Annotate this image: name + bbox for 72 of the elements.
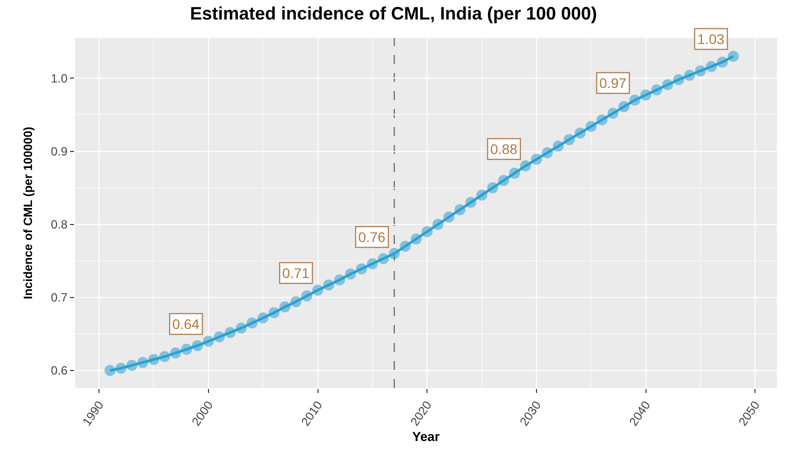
point [202,336,214,347]
y-axis-title: Incidence of CML (per 100000) [21,126,36,300]
point [443,212,454,223]
point [181,344,192,355]
point [312,284,324,296]
point [509,168,520,179]
point [323,279,334,290]
data-label: 0.76 [358,229,386,246]
y-tick-label: 0.7 [50,290,68,305]
point [673,74,684,86]
point [159,351,170,362]
point [564,134,575,146]
point [694,65,706,76]
point [258,312,269,324]
point [520,160,531,172]
point [651,84,662,96]
point [279,301,290,312]
point [345,268,356,280]
data-label: 0.71 [282,265,310,282]
point [356,263,367,274]
data-label: 1.03 [697,31,725,48]
point [301,290,312,302]
chart-title: Estimated incidence of CML, India (per 100 000) [190,3,598,24]
point [530,154,542,165]
point [454,204,466,216]
point [662,79,674,90]
data-label: 0.64 [172,316,200,332]
point [432,218,444,230]
point [596,114,608,126]
point [607,108,618,119]
point [465,196,476,208]
point [290,296,302,308]
point [574,127,586,138]
point [366,258,378,270]
point [487,182,498,194]
data-label: 0.88 [490,141,518,158]
point [236,322,247,334]
point [400,240,411,252]
point [170,347,182,358]
point [410,233,422,244]
point [684,70,696,81]
point [137,356,148,368]
point [629,94,640,106]
point [388,248,400,260]
x-axis-title: Year [412,429,440,444]
y-tick-label: 0.8 [50,218,68,232]
point [334,274,346,286]
point [104,364,116,376]
point [192,340,203,352]
point [498,174,510,186]
point [640,89,652,100]
point [224,326,236,338]
point [115,362,126,374]
point [706,61,717,72]
point [542,147,553,158]
point [148,354,160,365]
point [378,253,389,264]
point [422,226,433,238]
point [246,317,258,328]
point [214,331,225,342]
point [716,56,728,68]
y-tick-label: 0.6 [50,364,68,378]
data-label: 0.97 [599,75,627,92]
point [728,50,739,62]
y-tick-label: 1.0 [50,71,68,86]
point [126,360,138,371]
y-tick-label: 0.9 [50,144,68,158]
point [618,101,630,112]
point [552,140,564,152]
point [268,307,280,318]
point [586,120,597,132]
point [476,190,488,201]
